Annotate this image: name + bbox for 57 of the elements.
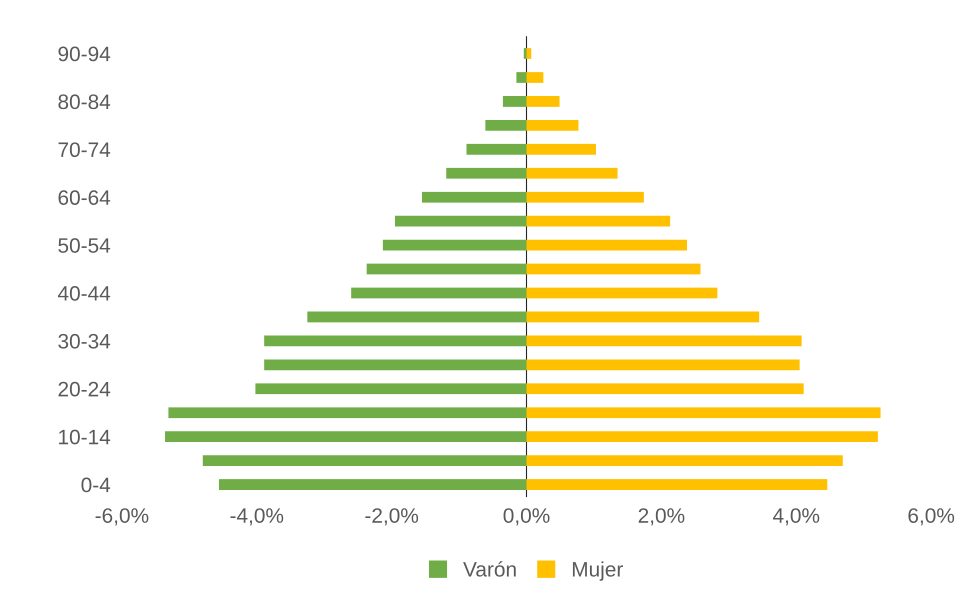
bar [526, 359, 800, 370]
bar [526, 455, 843, 466]
bar [526, 192, 644, 203]
y-tick-label: 50-54 [58, 238, 110, 253]
bar [526, 240, 687, 250]
x-tick-label: 4,0% [772, 508, 820, 526]
bar [351, 288, 526, 298]
y-tick-label: 20-24 [58, 382, 110, 397]
bar [526, 144, 596, 155]
y-tick-label: 90-94 [58, 46, 110, 62]
bar [526, 479, 828, 490]
bar [526, 312, 760, 322]
bar [526, 431, 878, 442]
bar [366, 264, 526, 274]
bar [526, 72, 544, 83]
x-tick-label: 6,0% [908, 508, 954, 526]
bar [264, 359, 526, 370]
bar [526, 96, 560, 107]
bar [165, 431, 526, 442]
bar [526, 383, 804, 394]
bar [526, 216, 670, 227]
y-tick-label: 0-4 [81, 478, 110, 492]
bar [502, 96, 526, 107]
bar [526, 264, 700, 274]
bar [526, 288, 718, 298]
legend-label: Mujer [572, 561, 623, 581]
y-tick-label: 60-64 [58, 190, 110, 205]
bar [307, 312, 526, 322]
x-tick-label: -2,0% [365, 508, 418, 526]
bar [168, 407, 526, 418]
bar [394, 216, 526, 227]
bar [446, 168, 526, 179]
x-tick-label: -4,0% [230, 508, 284, 526]
bar [255, 383, 526, 394]
x-tick-label: 0,0% [504, 508, 550, 526]
x-tick-label: -6,0% [96, 508, 148, 526]
y-tick-label: 70-74 [58, 142, 110, 158]
y-tick-label: 80-84 [58, 94, 110, 110]
y-tick-label: 30-34 [58, 334, 110, 349]
bar [526, 48, 532, 59]
bar [202, 455, 526, 466]
bar [524, 48, 526, 59]
y-tick-label: 10-14 [59, 430, 110, 444]
legend-label: Varón [463, 561, 516, 577]
bar [526, 407, 881, 418]
bar [526, 120, 578, 131]
bar [218, 479, 526, 490]
bar [526, 336, 802, 346]
y-tick-label: 40-44 [58, 286, 110, 301]
bar [382, 240, 526, 250]
bar [526, 168, 618, 179]
bar [485, 120, 526, 131]
x-tick-label: 2,0% [638, 508, 684, 526]
bar [264, 336, 526, 346]
bar [516, 72, 526, 83]
bar [466, 144, 526, 155]
bar [422, 192, 526, 203]
